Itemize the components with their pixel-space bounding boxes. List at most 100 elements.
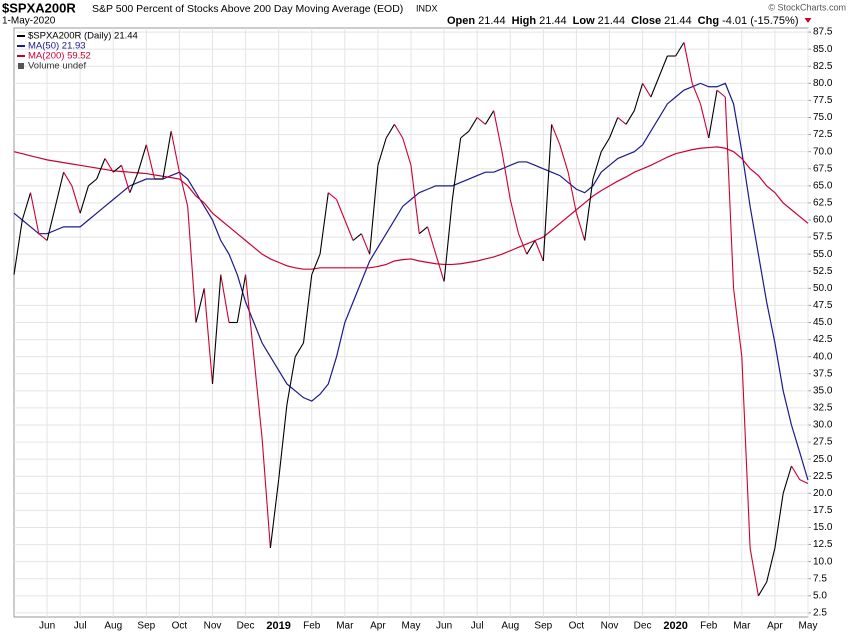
- price-segment: [145, 144, 156, 180]
- price-segment: [30, 192, 40, 234]
- price-segment: [559, 144, 569, 173]
- price-segment: [377, 137, 387, 166]
- x-tick-label: Mar: [733, 621, 751, 632]
- quote-label: Chg: [698, 15, 719, 27]
- x-tick-label: Oct: [569, 621, 585, 632]
- price-segment: [187, 206, 197, 323]
- price-segment: [782, 465, 792, 494]
- price-segment: [245, 274, 255, 357]
- price-segment: [352, 233, 362, 241]
- symbol: $SPXA200R: [2, 0, 76, 15]
- x-tick-label: Sep: [137, 621, 155, 632]
- price-segment: [427, 226, 437, 255]
- x-tick-label: Apr: [370, 621, 386, 632]
- y-tick-label: 42.5: [813, 334, 833, 345]
- price-segment: [451, 137, 462, 200]
- quote-label: Close: [631, 15, 661, 27]
- y-tick-label: 82.5: [813, 61, 833, 72]
- price-segment: [658, 55, 668, 77]
- x-tick-label: Sep: [534, 621, 552, 632]
- y-tick-label: 77.5: [813, 95, 833, 106]
- x-tick-label: Aug: [501, 621, 519, 632]
- price-segment: [211, 274, 222, 385]
- price-segment: [13, 219, 23, 275]
- y-tick-label: 32.5: [813, 403, 833, 414]
- y-tick-label: 45.0: [813, 317, 833, 328]
- price-segment: [518, 233, 528, 255]
- price-segment: [683, 42, 693, 84]
- y-tick-label: 75.0: [813, 112, 833, 123]
- price-segment: [311, 253, 321, 275]
- legend-swatch: [18, 63, 24, 69]
- quote-label: Open: [447, 15, 475, 27]
- price-segment: [592, 151, 602, 180]
- price-segment: [567, 172, 577, 214]
- price-segment: [733, 288, 743, 357]
- y-tick-label: 72.5: [813, 129, 833, 140]
- series: [13, 42, 809, 597]
- price-segment: [575, 213, 586, 241]
- y-tick-label: 30.0: [813, 420, 833, 431]
- price-segment: [369, 165, 379, 255]
- price-segment: [278, 404, 288, 480]
- y-tick-label: 15.0: [813, 522, 833, 533]
- price-segment: [493, 110, 503, 152]
- price-segment: [38, 233, 48, 241]
- price-segment: [327, 192, 337, 200]
- y-tick-label: 57.5: [813, 232, 833, 243]
- price-segment: [699, 103, 710, 139]
- grid: 2.5 5.0 7.5 10.0 12.5 15.0 17.5 20.0 22.5 25.0 27.…: [14, 27, 833, 632]
- y-tick-label: 27.5: [813, 437, 833, 448]
- legend-label: $SPXA200R (Daily) 21.44: [28, 31, 138, 42]
- x-tick-label: Jun: [436, 621, 452, 632]
- price-segment: [617, 117, 627, 125]
- y-tick-label: 20.0: [813, 488, 833, 499]
- x-tick-label: Feb: [303, 621, 321, 632]
- date: 1-May-2020: [2, 16, 56, 27]
- quote-value: -4.01 (-15.75%): [722, 15, 798, 27]
- price-segment: [410, 165, 420, 234]
- price-segment: [170, 131, 180, 173]
- quote-value: 21.44: [478, 15, 506, 27]
- price-segment: [534, 240, 544, 262]
- price-segment: [675, 42, 685, 57]
- price-segment: [584, 178, 594, 241]
- y-tick-label: 5.0: [813, 590, 827, 601]
- price-segment: [253, 356, 263, 439]
- price-segment: [724, 96, 735, 289]
- y-tick-label: 7.5: [813, 573, 827, 584]
- price-segment: [120, 165, 131, 193]
- y-tick-label: 65.0: [813, 180, 833, 191]
- price-segment: [526, 240, 536, 255]
- y-tick-label: 12.5: [813, 539, 833, 550]
- price-segment: [484, 110, 495, 125]
- x-tick-label: Jul: [471, 621, 484, 632]
- price-segment: [435, 254, 445, 282]
- price-segment: [650, 76, 660, 98]
- price-segment: [96, 158, 106, 180]
- price-segment: [766, 547, 776, 583]
- x-tick-label: Apr: [767, 621, 783, 632]
- x-tick-label: Aug: [104, 621, 122, 632]
- x-tick-label: Feb: [700, 621, 718, 632]
- y-tick-label: 62.5: [813, 198, 833, 209]
- price-segment: [137, 144, 147, 173]
- ma-line: [13, 82, 809, 481]
- price-segment: [642, 83, 652, 98]
- x-tick-label: May: [799, 621, 818, 632]
- price-segment: [129, 171, 139, 193]
- price-segment: [741, 356, 751, 549]
- price-segment: [551, 124, 561, 146]
- change-arrow: [804, 18, 812, 23]
- price-segment: [542, 124, 553, 262]
- quote-label: High: [512, 15, 537, 27]
- price-segment: [302, 274, 313, 344]
- price-segment: [294, 342, 304, 357]
- price-segment: [336, 199, 346, 221]
- price-segment: [236, 274, 247, 323]
- price-segment: [468, 117, 478, 132]
- price-segment: [509, 199, 520, 234]
- y-tick-label: 70.0: [813, 146, 833, 157]
